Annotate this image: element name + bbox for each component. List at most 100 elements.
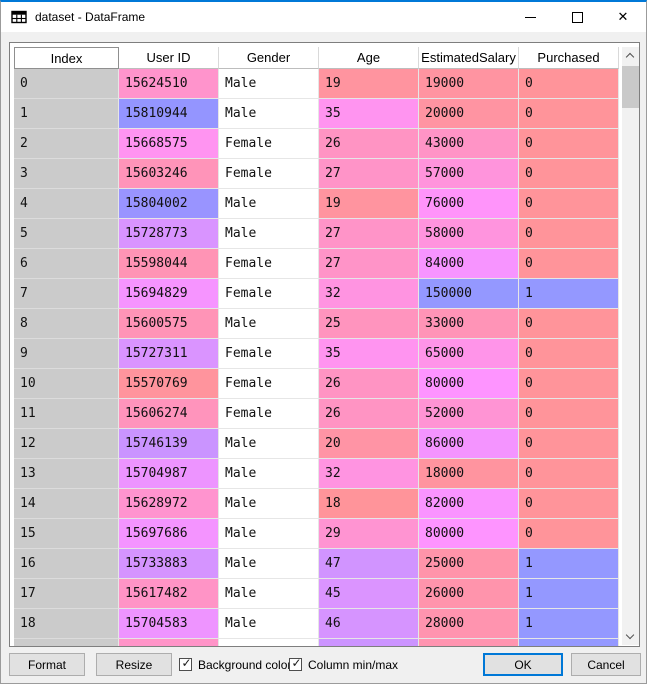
cell-estimated-salary[interactable]: 52000 [419, 399, 519, 429]
cell-purchased[interactable]: 0 [519, 519, 619, 549]
cell-gender[interactable]: Male [219, 489, 319, 519]
cell-estimated-salary[interactable]: 43000 [419, 129, 519, 159]
cell-user-id[interactable]: 15617482 [119, 579, 219, 609]
column-header-purchased[interactable]: Purchased [519, 47, 619, 69]
cell-purchased[interactable]: 0 [519, 339, 619, 369]
cell-gender[interactable]: Female [219, 159, 319, 189]
cell-age[interactable]: 27 [319, 159, 419, 189]
cell-estimated-salary[interactable]: 57000 [419, 159, 519, 189]
cell-gender[interactable]: Male [219, 519, 319, 549]
column-header-age[interactable]: Age [319, 47, 419, 69]
scrollbar-thumb[interactable] [622, 66, 639, 108]
format-button[interactable]: Format [9, 653, 85, 676]
cell-purchased[interactable]: 0 [519, 489, 619, 519]
cell-age[interactable]: 26 [319, 129, 419, 159]
cell-purchased[interactable]: 0 [519, 219, 619, 249]
row-index[interactable]: 9 [14, 339, 119, 369]
cell-user-id[interactable]: 15727311 [119, 339, 219, 369]
cell-purchased[interactable]: 0 [519, 159, 619, 189]
cell-user-id[interactable]: 15598044 [119, 249, 219, 279]
cell-age[interactable]: 48 [319, 639, 419, 646]
cell-gender[interactable]: Male [219, 609, 319, 639]
cell-purchased[interactable]: 1 [519, 609, 619, 639]
cell-estimated-salary[interactable]: 28000 [419, 609, 519, 639]
cell-estimated-salary[interactable]: 86000 [419, 429, 519, 459]
row-index[interactable]: 4 [14, 189, 119, 219]
checkbox-box[interactable]: ✓ [289, 657, 302, 671]
cell-estimated-salary[interactable]: 80000 [419, 369, 519, 399]
cell-purchased[interactable]: 0 [519, 249, 619, 279]
row-index[interactable]: 8 [14, 309, 119, 339]
cell-age[interactable]: 26 [319, 399, 419, 429]
cell-age[interactable]: 29 [319, 519, 419, 549]
row-index[interactable]: 15 [14, 519, 119, 549]
row-index[interactable]: 16 [14, 549, 119, 579]
ok-button[interactable]: OK [483, 653, 563, 676]
cell-estimated-salary[interactable]: 80000 [419, 519, 519, 549]
row-index[interactable]: 7 [14, 279, 119, 309]
maximize-button[interactable] [554, 2, 600, 32]
checkbox-box[interactable]: ✓ [179, 657, 192, 671]
cell-gender[interactable]: Male [219, 429, 319, 459]
row-index[interactable]: 12 [14, 429, 119, 459]
row-index[interactable]: 3 [14, 159, 119, 189]
row-index[interactable]: 14 [14, 489, 119, 519]
cell-estimated-salary[interactable]: 20000 [419, 99, 519, 129]
column-minmax-checkbox[interactable]: ✓ Column min/max [289, 653, 398, 676]
column-header-user-id[interactable]: User ID [119, 47, 219, 69]
cell-estimated-salary[interactable]: 82000 [419, 489, 519, 519]
row-index[interactable]: 17 [14, 579, 119, 609]
cell-age[interactable]: 26 [319, 369, 419, 399]
cell-age[interactable]: 20 [319, 429, 419, 459]
cell-purchased[interactable]: 0 [519, 309, 619, 339]
cell-purchased[interactable]: 0 [519, 459, 619, 489]
cell-user-id[interactable]: 15804002 [119, 189, 219, 219]
cell-purchased[interactable]: 1 [519, 549, 619, 579]
cell-user-id[interactable]: 15810944 [119, 99, 219, 129]
cell-user-id[interactable]: 15628972 [119, 489, 219, 519]
cell-purchased[interactable]: 1 [519, 279, 619, 309]
column-header-estimated-salary[interactable]: EstimatedSalary [419, 47, 519, 69]
cell-age[interactable]: 45 [319, 579, 419, 609]
cell-estimated-salary[interactable]: 29000 [419, 639, 519, 646]
row-index[interactable]: 0 [14, 69, 119, 99]
close-button[interactable]: ✕ [600, 2, 646, 32]
cell-gender[interactable]: Female [219, 129, 319, 159]
cell-estimated-salary[interactable]: 84000 [419, 249, 519, 279]
cell-gender[interactable]: Male [219, 219, 319, 249]
row-index[interactable]: 10 [14, 369, 119, 399]
cell-gender[interactable]: Male [219, 549, 319, 579]
cell-gender[interactable]: Male [219, 579, 319, 609]
cell-age[interactable]: 32 [319, 279, 419, 309]
cell-purchased[interactable]: 1 [519, 639, 619, 646]
row-index[interactable]: 1 [14, 99, 119, 129]
cancel-button[interactable]: Cancel [571, 653, 641, 676]
cell-estimated-salary[interactable]: 19000 [419, 69, 519, 99]
cell-user-id[interactable]: 15624510 [119, 69, 219, 99]
cell-gender[interactable]: Male [219, 69, 319, 99]
row-index[interactable]: 13 [14, 459, 119, 489]
cell-gender[interactable]: Male [219, 309, 319, 339]
cell-age[interactable]: 32 [319, 459, 419, 489]
cell-age[interactable]: 35 [319, 339, 419, 369]
minimize-button[interactable] [508, 2, 554, 32]
resize-button[interactable]: Resize [96, 653, 172, 676]
cell-estimated-salary[interactable]: 65000 [419, 339, 519, 369]
cell-user-id[interactable]: 15606274 [119, 399, 219, 429]
cell-purchased[interactable]: 0 [519, 129, 619, 159]
cell-estimated-salary[interactable]: 18000 [419, 459, 519, 489]
cell-gender[interactable]: Male [219, 99, 319, 129]
cell-user-id[interactable]: 15603246 [119, 159, 219, 189]
cell-gender[interactable]: Female [219, 249, 319, 279]
cell-gender[interactable]: Female [219, 399, 319, 429]
cell-gender[interactable]: Female [219, 279, 319, 309]
cell-gender[interactable]: Female [219, 339, 319, 369]
scroll-up-button[interactable] [622, 47, 639, 64]
cell-purchased[interactable]: 0 [519, 429, 619, 459]
cell-user-id[interactable]: 15746139 [119, 429, 219, 459]
cell-user-id[interactable]: 15697686 [119, 519, 219, 549]
cell-estimated-salary[interactable]: 150000 [419, 279, 519, 309]
cell-gender[interactable]: Male [219, 459, 319, 489]
cell-gender[interactable]: Male [219, 189, 319, 219]
row-index[interactable]: 18 [14, 609, 119, 639]
